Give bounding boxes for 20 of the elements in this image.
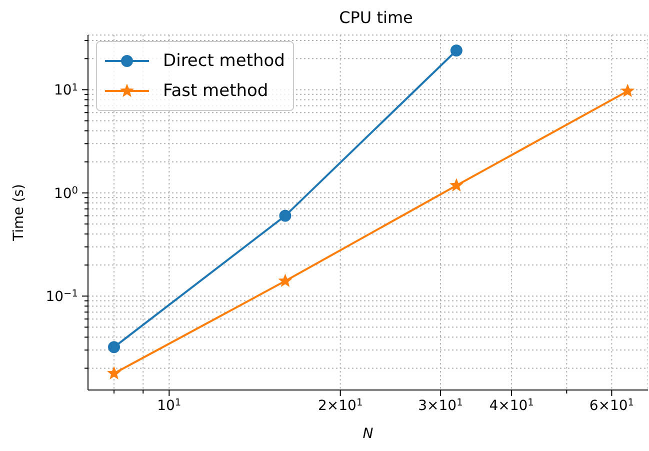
legend-label: Fast method bbox=[163, 81, 268, 101]
chart-title: CPU time bbox=[338, 8, 414, 27]
point bbox=[450, 178, 463, 191]
y-tick-label: 10$^{1}$ bbox=[54, 82, 78, 99]
x-tick-label: 6×10$^{1}$ bbox=[589, 398, 634, 414]
x-tick-label: 4×10$^{1}$ bbox=[489, 398, 534, 414]
legend-label: Direct method bbox=[163, 51, 285, 71]
point bbox=[621, 84, 634, 96]
point bbox=[108, 366, 120, 379]
x-tick-label: 2×10$^{1}$ bbox=[318, 398, 363, 414]
y-tick-label: 10$^{−1}$ bbox=[46, 288, 78, 306]
x-tick-label: 10$^{1}$ bbox=[157, 398, 182, 414]
point bbox=[108, 341, 120, 354]
x-axis-title: N bbox=[362, 426, 374, 442]
point bbox=[450, 44, 462, 56]
point bbox=[279, 274, 292, 286]
x-tick-label: 3×10$^{1}$ bbox=[418, 398, 463, 414]
point bbox=[279, 210, 292, 222]
y-tick-label: 10$^{0}$ bbox=[54, 185, 78, 202]
y-axis-title: Time (s) bbox=[10, 184, 27, 242]
